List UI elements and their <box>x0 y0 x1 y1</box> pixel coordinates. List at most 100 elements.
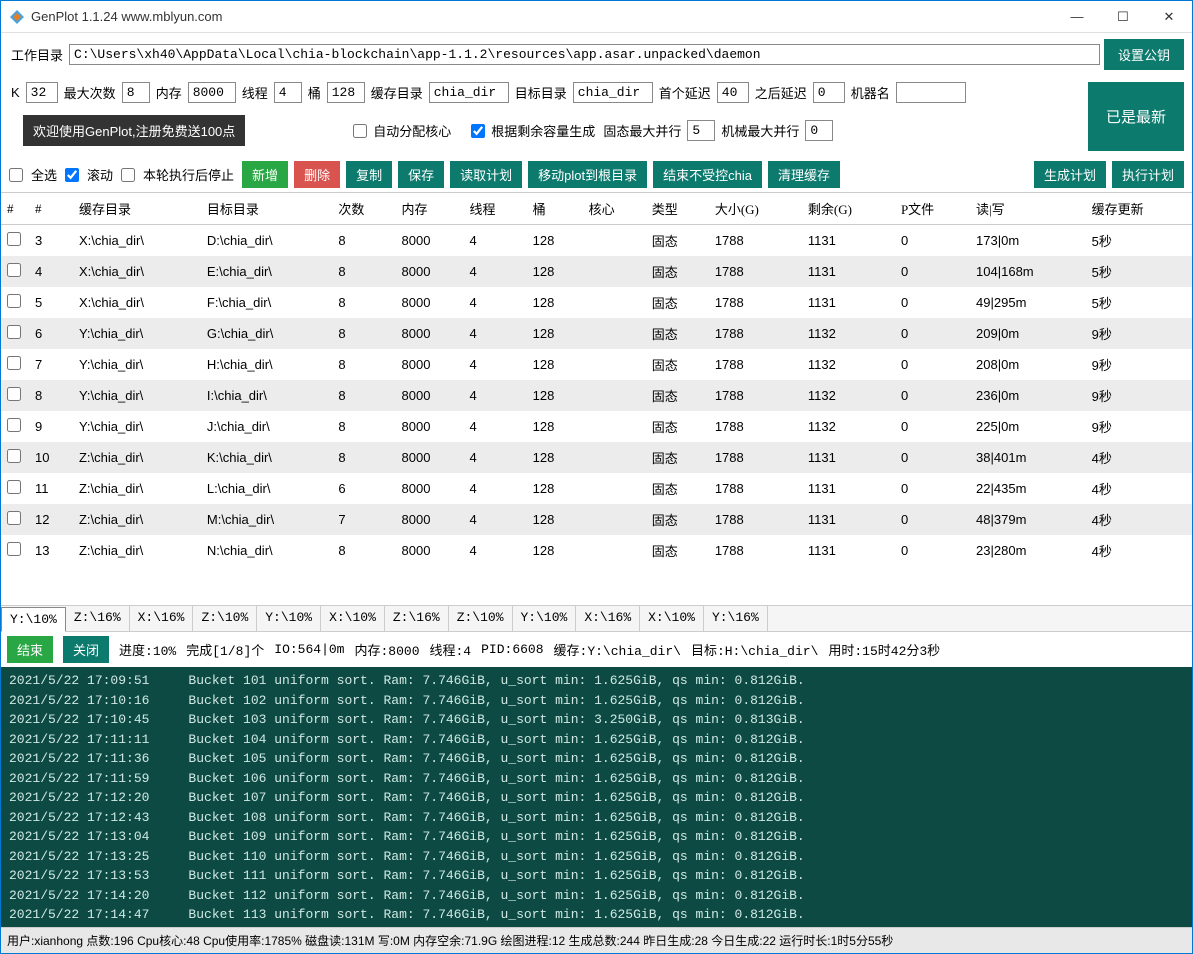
end-button[interactable]: 结束 <box>7 636 53 663</box>
table-cell: 128 <box>527 256 583 287</box>
row-checkbox[interactable] <box>7 294 21 308</box>
drive-tab[interactable]: X:\16% <box>576 606 640 631</box>
stop-after-checkbox[interactable] <box>121 168 135 182</box>
drive-tab[interactable]: Z:\10% <box>449 606 513 631</box>
column-header[interactable]: 类型 <box>646 193 709 225</box>
after-delay-input[interactable] <box>813 82 845 103</box>
row-checkbox[interactable] <box>7 263 21 277</box>
row-checkbox[interactable] <box>7 356 21 370</box>
progress-text: 进度:10% <box>119 640 176 659</box>
column-header[interactable]: 缓存目录 <box>73 193 201 225</box>
close-button[interactable]: ✕ <box>1146 1 1192 33</box>
row-checkbox[interactable] <box>7 325 21 339</box>
hdd-max-input[interactable] <box>805 120 833 141</box>
minimize-button[interactable]: — <box>1054 1 1100 33</box>
column-header[interactable]: P文件 <box>895 193 970 225</box>
column-header[interactable]: 剩余(G) <box>802 193 895 225</box>
drive-tab[interactable]: Y:\10% <box>257 606 321 631</box>
maximize-button[interactable]: ☐ <box>1100 1 1146 33</box>
table-cell: 1788 <box>709 473 802 504</box>
max-input[interactable] <box>122 82 150 103</box>
row-checkbox[interactable] <box>7 542 21 556</box>
clear-cache-button[interactable]: 清理缓存 <box>768 161 840 188</box>
copy-button[interactable]: 复制 <box>346 161 392 188</box>
column-header[interactable]: 内存 <box>396 193 464 225</box>
column-header[interactable]: # <box>29 193 73 225</box>
table-row[interactable]: 9Y:\chia_dir\J:\chia_dir\880004128固态1788… <box>1 411 1192 442</box>
cache-dir-input[interactable] <box>429 82 509 103</box>
table-cell: 49|295m <box>970 287 1086 318</box>
column-header[interactable]: 桶 <box>527 193 583 225</box>
table-row[interactable]: 10Z:\chia_dir\K:\chia_dir\880004128固态178… <box>1 442 1192 473</box>
row-checkbox[interactable] <box>7 232 21 246</box>
target-dir-input[interactable] <box>573 82 653 103</box>
table-row[interactable]: 3X:\chia_dir\D:\chia_dir\880004128固态1788… <box>1 225 1192 257</box>
drive-tab[interactable]: Y:\10% <box>1 607 66 632</box>
exec-plan-button[interactable]: 执行计划 <box>1112 161 1184 188</box>
table-row[interactable]: 7Y:\chia_dir\H:\chia_dir\880004128固态1788… <box>1 349 1192 380</box>
latest-button[interactable]: 已是最新 <box>1088 82 1184 151</box>
table-row[interactable]: 4X:\chia_dir\E:\chia_dir\880004128固态1788… <box>1 256 1192 287</box>
table-row[interactable]: 13Z:\chia_dir\N:\chia_dir\880004128固态178… <box>1 535 1192 566</box>
delete-button[interactable]: 删除 <box>294 161 340 188</box>
set-pubkey-button[interactable]: 设置公钥 <box>1104 39 1184 70</box>
bucket-input[interactable] <box>327 82 365 103</box>
table-cell: 4 <box>463 287 526 318</box>
row-checkbox[interactable] <box>7 387 21 401</box>
gen-remain-checkbox[interactable] <box>471 124 485 138</box>
drive-tab[interactable]: Z:\10% <box>193 606 257 631</box>
column-header[interactable]: 大小(G) <box>709 193 802 225</box>
row-checkbox[interactable] <box>7 511 21 525</box>
close-log-button[interactable]: 关闭 <box>63 636 109 663</box>
column-header[interactable]: 线程 <box>463 193 526 225</box>
column-header[interactable]: 缓存更新 <box>1086 193 1192 225</box>
mem-input[interactable] <box>188 82 236 103</box>
column-header[interactable]: 目标目录 <box>201 193 333 225</box>
log-output[interactable]: 2021/5/22 17:09:51 Bucket 101 uniform so… <box>1 667 1192 927</box>
params-row-2: 欢迎使用GenPlot,注册免费送100点 自动分配核心 根据剩余容量生成 固态… <box>1 109 1080 152</box>
add-button[interactable]: 新增 <box>242 161 288 188</box>
drive-tab[interactable]: X:\10% <box>640 606 704 631</box>
thread-input[interactable] <box>274 82 302 103</box>
scroll-checkbox[interactable] <box>65 168 79 182</box>
k-input[interactable] <box>26 82 58 103</box>
column-header[interactable]: 核心 <box>583 193 646 225</box>
row-checkbox[interactable] <box>7 449 21 463</box>
drive-tab[interactable]: X:\16% <box>130 606 194 631</box>
gen-plan-button[interactable]: 生成计划 <box>1034 161 1106 188</box>
params-row-1: K 最大次数 内存 线程 桶 缓存目录 目标目录 首个延迟 之后延迟 机器名 <box>1 76 1080 109</box>
table-cell: 11 <box>29 473 73 504</box>
table-row[interactable]: 12Z:\chia_dir\M:\chia_dir\780004128固态178… <box>1 504 1192 535</box>
table-cell: 0 <box>895 256 970 287</box>
row-checkbox[interactable] <box>7 480 21 494</box>
work-dir-input[interactable] <box>69 44 1100 65</box>
ssd-max-input[interactable] <box>687 120 715 141</box>
save-button[interactable]: 保存 <box>398 161 444 188</box>
auto-core-checkbox[interactable] <box>353 124 367 138</box>
drive-tab[interactable]: Y:\16% <box>704 606 768 631</box>
column-header[interactable]: 读|写 <box>970 193 1086 225</box>
table-cell: 225|0m <box>970 411 1086 442</box>
first-delay-input[interactable] <box>717 82 749 103</box>
table-cell: 9秒 <box>1086 411 1192 442</box>
drive-tab[interactable]: Z:\16% <box>385 606 449 631</box>
column-header[interactable]: 次数 <box>332 193 395 225</box>
column-header[interactable]: # <box>1 193 29 225</box>
row-checkbox[interactable] <box>7 418 21 432</box>
select-all-checkbox[interactable] <box>9 168 23 182</box>
drive-tab[interactable]: X:\10% <box>321 606 385 631</box>
drive-tab[interactable]: Z:\16% <box>66 606 130 631</box>
table-cell: 8000 <box>396 411 464 442</box>
table-cell: F:\chia_dir\ <box>201 287 333 318</box>
table-cell: 4 <box>463 442 526 473</box>
thread-text: 线程:4 <box>430 640 472 659</box>
read-plan-button[interactable]: 读取计划 <box>450 161 522 188</box>
drive-tab[interactable]: Y:\10% <box>513 606 577 631</box>
table-row[interactable]: 8Y:\chia_dir\I:\chia_dir\880004128固态1788… <box>1 380 1192 411</box>
move-plot-button[interactable]: 移动plot到根目录 <box>528 161 647 188</box>
table-row[interactable]: 11Z:\chia_dir\L:\chia_dir\680004128固态178… <box>1 473 1192 504</box>
end-uncontrolled-button[interactable]: 结束不受控chia <box>653 161 762 188</box>
machine-input[interactable] <box>896 82 966 103</box>
table-row[interactable]: 6Y:\chia_dir\G:\chia_dir\880004128固态1788… <box>1 318 1192 349</box>
table-row[interactable]: 5X:\chia_dir\F:\chia_dir\880004128固态1788… <box>1 287 1192 318</box>
